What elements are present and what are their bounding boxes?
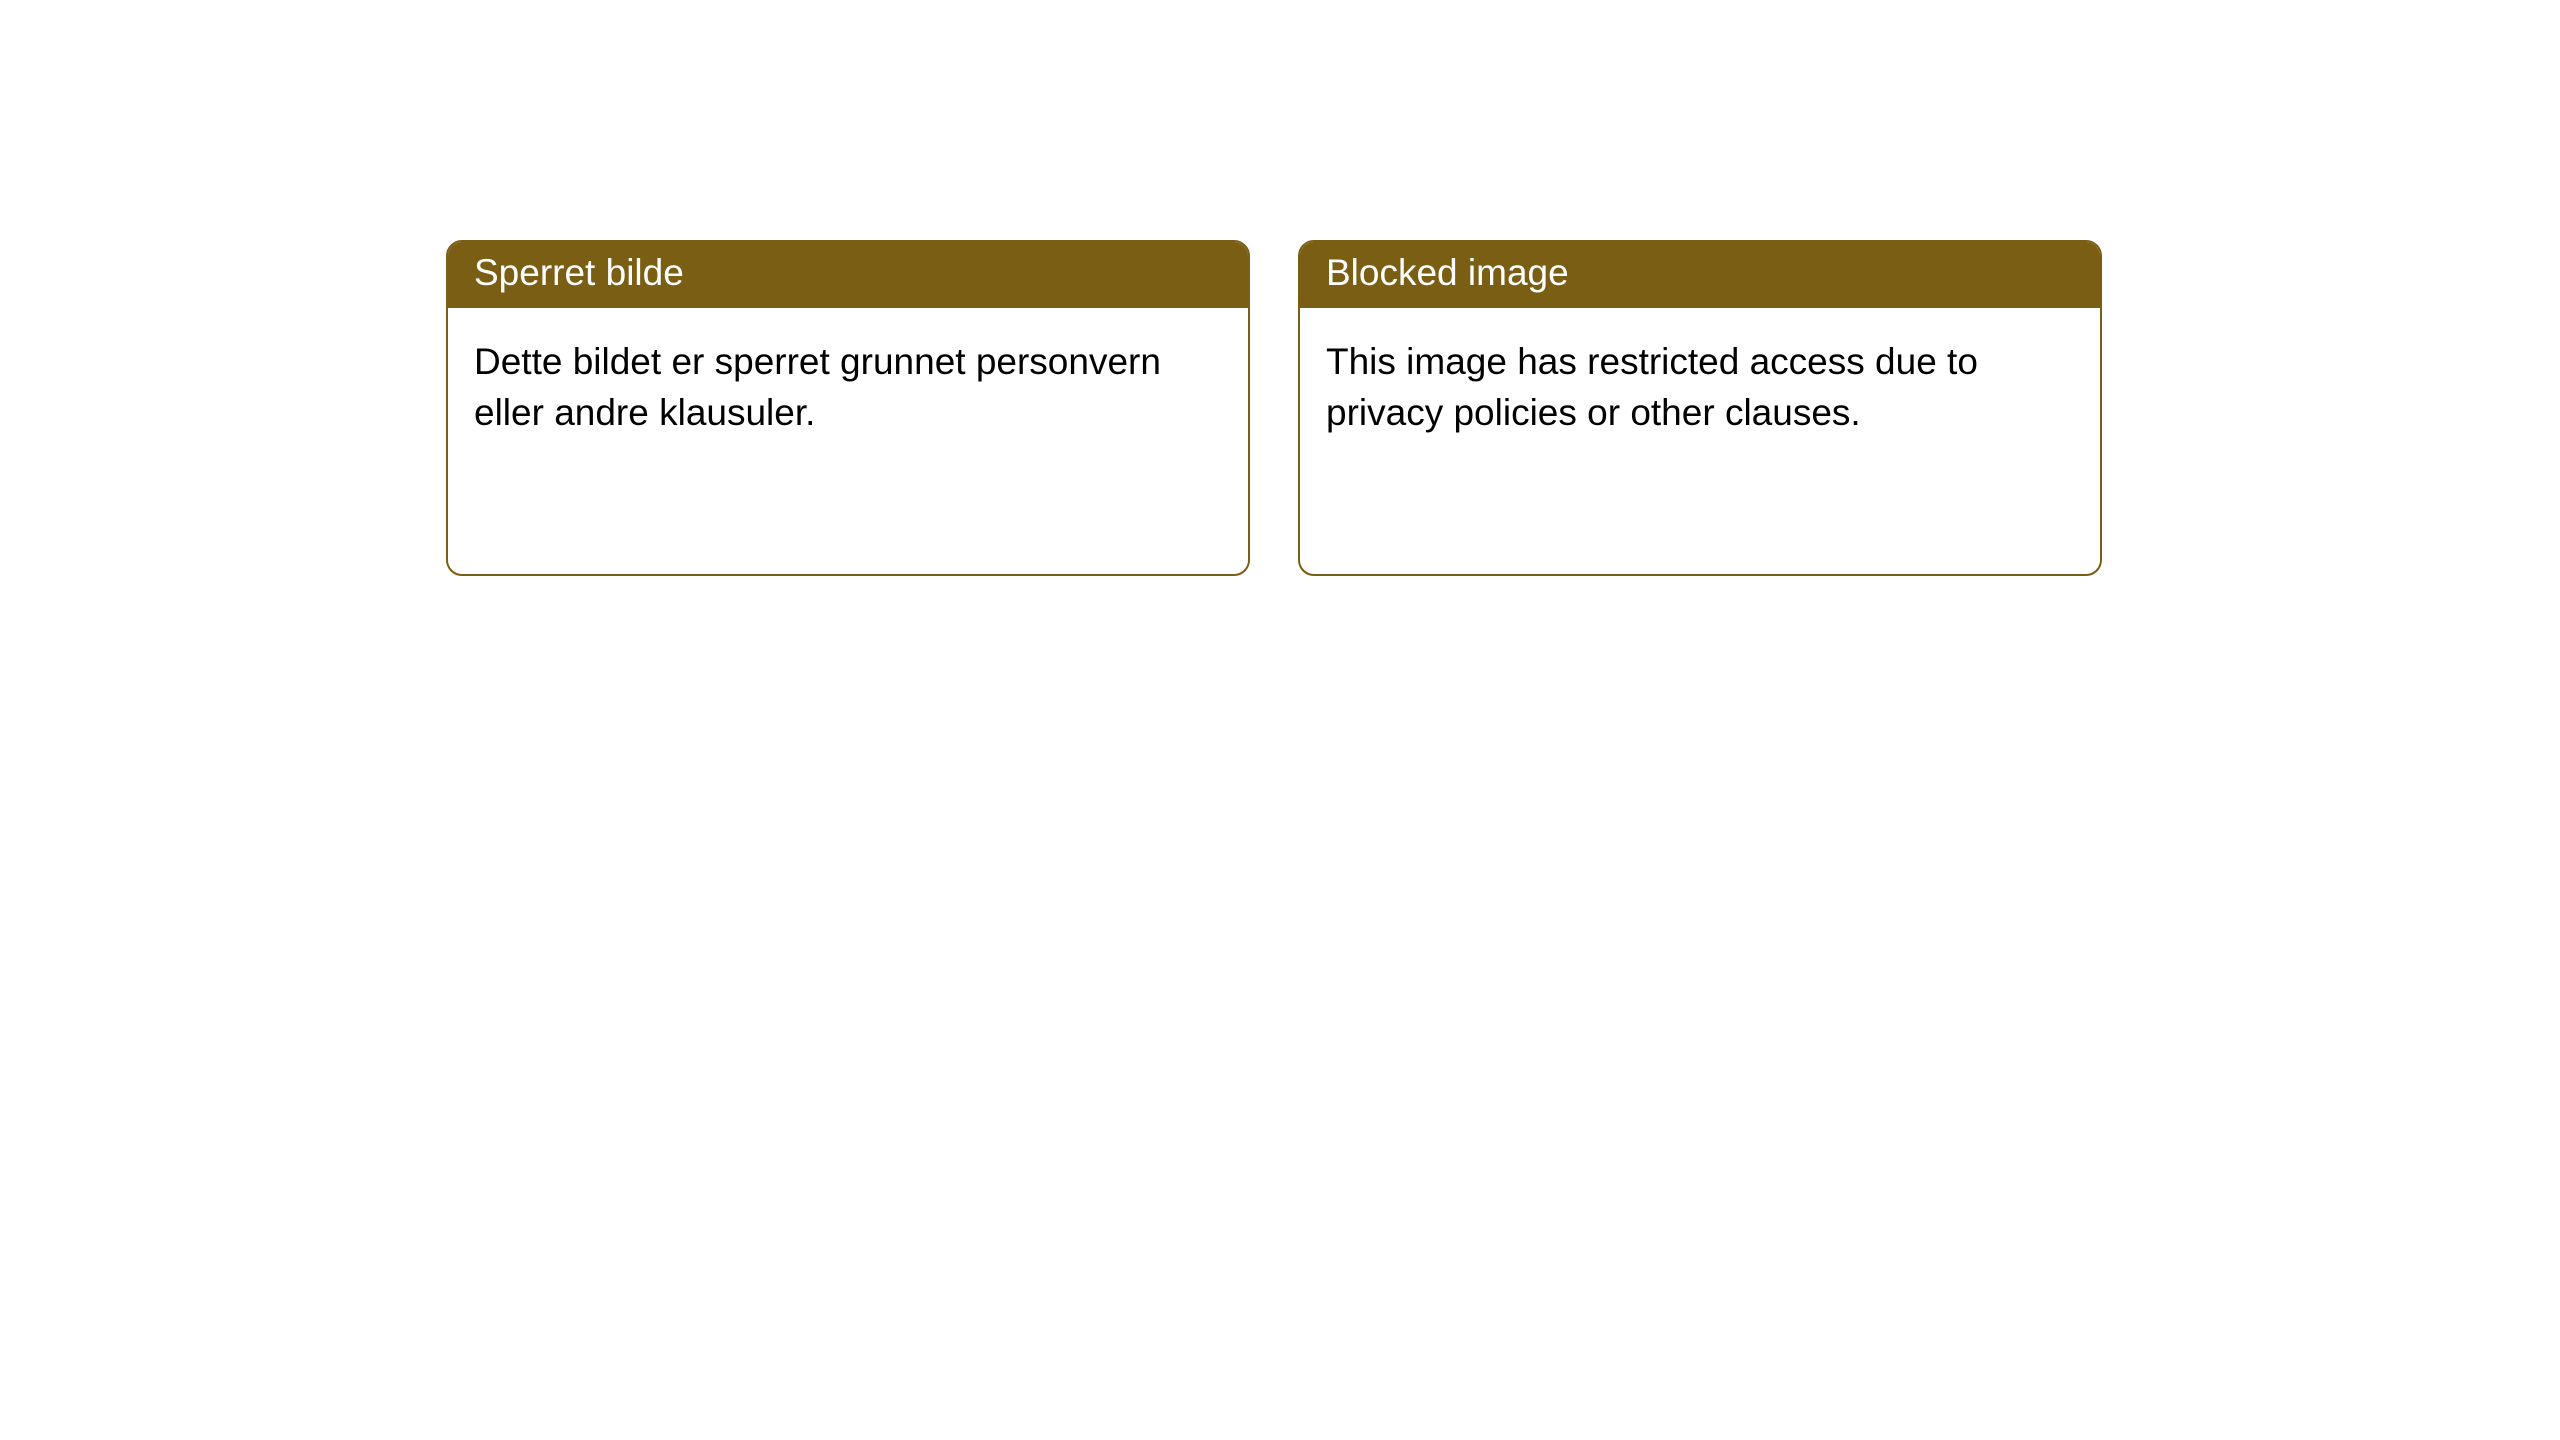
notice-card-norwegian: Sperret bilde Dette bildet er sperret gr… — [446, 240, 1250, 576]
notice-container: Sperret bilde Dette bildet er sperret gr… — [0, 0, 2560, 576]
notice-header: Blocked image — [1300, 242, 2100, 308]
notice-body: Dette bildet er sperret grunnet personve… — [448, 308, 1248, 466]
notice-card-english: Blocked image This image has restricted … — [1298, 240, 2102, 576]
notice-header: Sperret bilde — [448, 242, 1248, 308]
notice-body: This image has restricted access due to … — [1300, 308, 2100, 466]
